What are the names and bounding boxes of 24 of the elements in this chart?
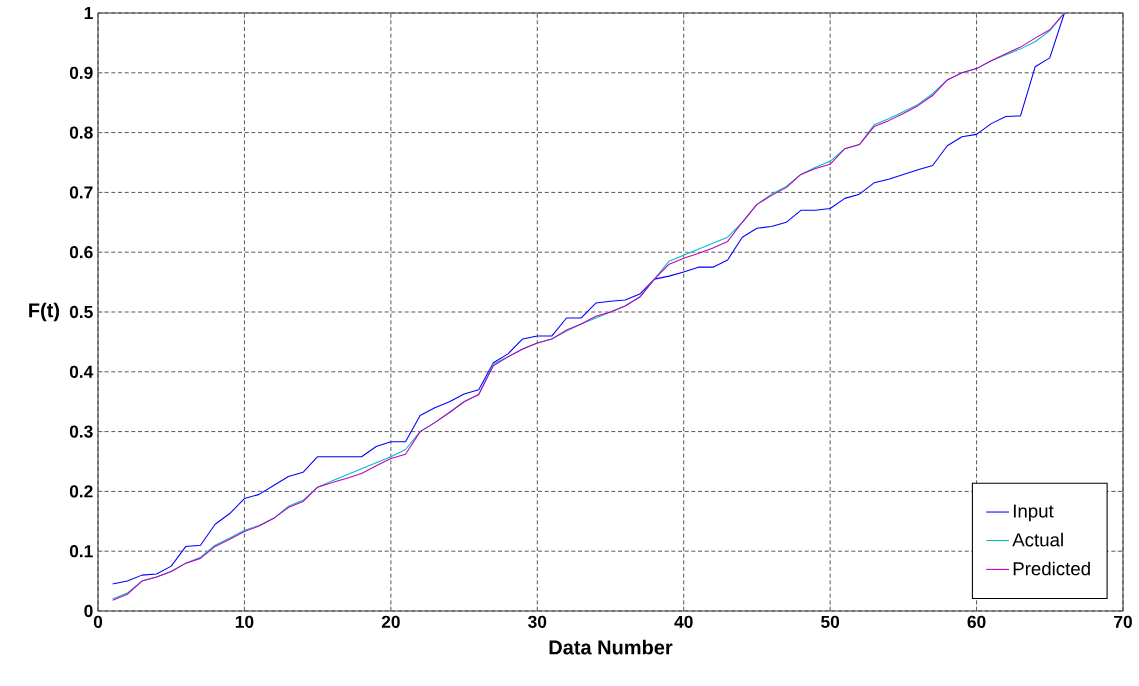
y-tick-label: 0.6 [69, 246, 93, 259]
y-tick-label: 0.5 [69, 305, 93, 319]
legend-label: Predicted [1013, 561, 1090, 576]
x-tick-label: 10 [235, 615, 254, 628]
x-tick-label: 40 [674, 615, 693, 628]
y-tick-label: 0.3 [69, 425, 93, 438]
x-tick-label: 0 [93, 615, 103, 628]
y-tick-label: 0.8 [69, 126, 93, 139]
legend-label: Input [1013, 504, 1054, 522]
x-tick-label: 20 [381, 615, 400, 628]
x-axis-title: Data Number [549, 639, 673, 655]
y-tick-label: 0.1 [69, 545, 93, 558]
y-tick-label: 0.2 [69, 485, 93, 498]
y-tick-label: 0 [84, 604, 93, 618]
x-tick-label: 30 [528, 615, 547, 628]
y-tick-label: 0.4 [69, 365, 94, 378]
y-axis-title: F(t) [29, 302, 60, 322]
y-tick-label: 0.9 [69, 66, 93, 79]
y-tick-label: 1 [84, 7, 93, 19]
y-tick-label: 0.7 [69, 186, 93, 199]
x-tick-label: 50 [821, 615, 840, 628]
legend-label: Actual [1012, 532, 1063, 547]
x-tick-label: 70 [1114, 615, 1132, 628]
x-tick-label: 60 [967, 615, 986, 628]
